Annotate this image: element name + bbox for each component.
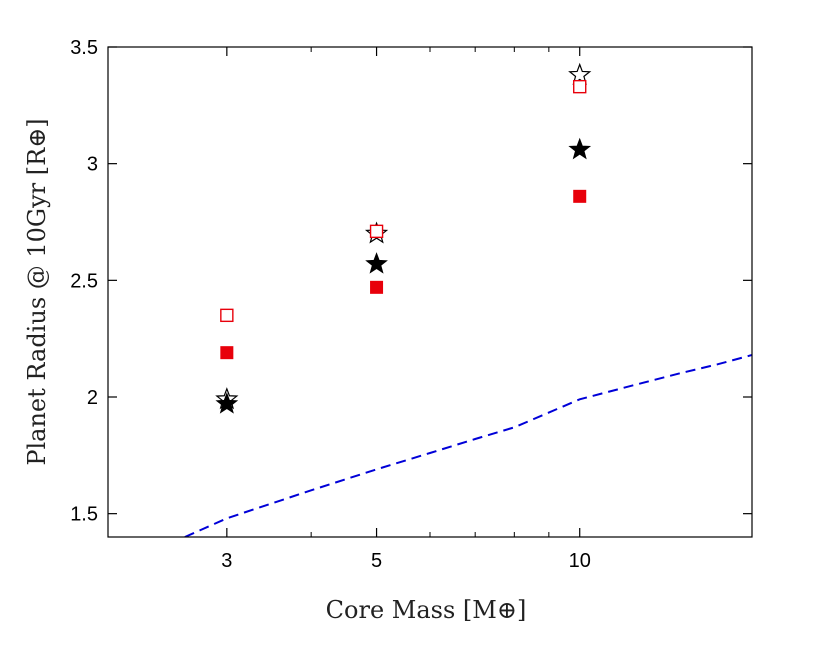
point-open-star xyxy=(568,62,592,85)
point-filled-square xyxy=(573,189,587,203)
point-filled-star xyxy=(568,137,592,160)
series-line-dashed-curve xyxy=(184,354,752,537)
y-axis-title: Planet Radius @ 10Gyr [R⊕] xyxy=(23,118,51,465)
point-filled-square xyxy=(370,280,384,294)
x-tick-label: 10 xyxy=(569,550,591,572)
marks-layer xyxy=(184,62,752,537)
y-tick-label: 3 xyxy=(87,154,98,176)
y-tick-label: 2 xyxy=(87,387,98,409)
y-tick-label: 3.5 xyxy=(70,37,98,59)
point-filled-star xyxy=(215,392,239,414)
point-filled-star xyxy=(365,252,388,274)
point-open-square xyxy=(220,308,234,323)
x-tick-label: 5 xyxy=(371,550,382,572)
x-axis-title: Core Mass [M⊕] xyxy=(326,596,527,624)
ticks-layer: 3 5 10 1.5 2 2.5 3 3.5 xyxy=(70,37,752,572)
point-open-square xyxy=(369,224,384,239)
y-tick-label: 2.5 xyxy=(70,270,98,292)
point-filled-square xyxy=(220,346,234,360)
point-open-square xyxy=(573,79,587,94)
point-open-star xyxy=(364,221,389,244)
x-tick-label: 3 xyxy=(221,550,232,572)
y-tick-label: 1.5 xyxy=(70,504,98,526)
